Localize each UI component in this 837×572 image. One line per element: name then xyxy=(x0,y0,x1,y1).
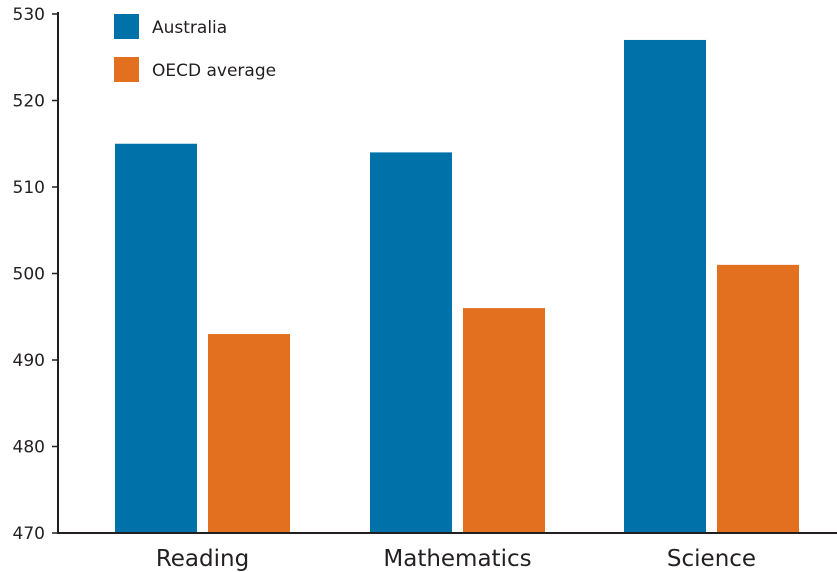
bar-australia-mathematics xyxy=(370,152,452,533)
y-tick-label: 520 xyxy=(13,92,45,112)
legend-label: Australia xyxy=(152,18,227,38)
bars xyxy=(115,39,799,533)
legend-label: OECD average xyxy=(152,61,276,81)
bar-oecd-average-mathematics xyxy=(463,308,545,533)
bar-australia-science xyxy=(624,39,706,533)
bar-australia-reading xyxy=(115,143,197,533)
bar-oecd-average-reading xyxy=(208,334,290,533)
y-tick-label: 490 xyxy=(13,351,45,371)
legend: Australia OECD average xyxy=(114,14,276,82)
y-axis: 470 480 490 500 510 520 530 xyxy=(13,5,59,544)
bar-oecd-average-science xyxy=(717,264,799,533)
x-tick-label: Mathematics xyxy=(383,546,531,572)
legend-swatch xyxy=(114,14,139,39)
x-tick-label: Science xyxy=(667,546,756,572)
y-tick-label: 530 xyxy=(13,5,45,25)
x-tick-label: Reading xyxy=(156,546,249,572)
y-tick-label: 500 xyxy=(13,265,45,285)
y-tick-label: 480 xyxy=(13,438,45,458)
y-tick-label: 510 xyxy=(13,178,45,198)
legend-swatch xyxy=(114,57,139,82)
y-tick-label: 470 xyxy=(13,524,45,544)
x-axis: Reading Mathematics Science xyxy=(57,532,837,572)
